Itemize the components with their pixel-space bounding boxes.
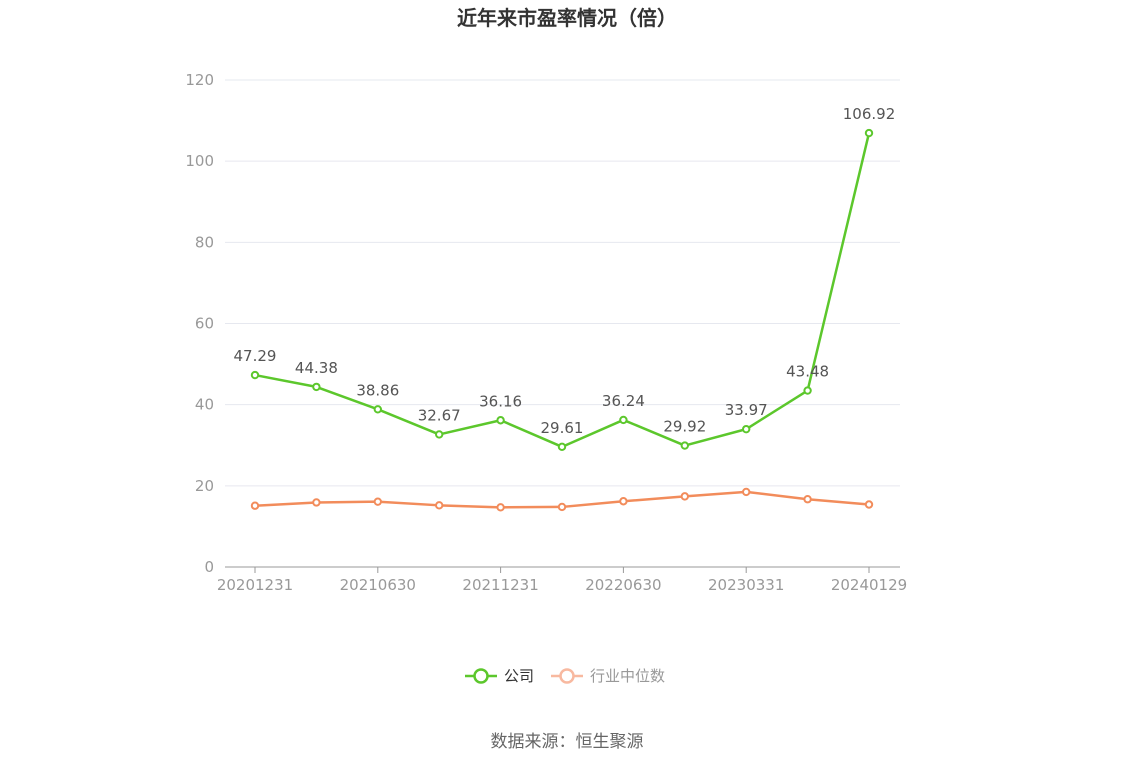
data-point <box>496 416 505 425</box>
x-axis: 20201231 20210630 20211231 20220630 20230331… <box>217 566 907 594</box>
legend-marker <box>559 668 575 684</box>
y-tick-label: 0 <box>204 558 214 576</box>
series-industry-median <box>250 487 874 512</box>
data-point <box>250 370 260 380</box>
y-tick-label: 20 <box>195 477 214 495</box>
series-line <box>254 132 871 449</box>
data-label: 106.92 <box>843 105 896 123</box>
data-label: 29.92 <box>663 418 706 436</box>
grid <box>225 79 900 487</box>
legend[interactable]: 公司 行业中位数 <box>465 667 665 685</box>
data-label: 36.24 <box>602 392 645 410</box>
data-point <box>312 382 321 392</box>
data-point <box>496 503 505 512</box>
x-tick-label: 20210630 <box>340 576 416 594</box>
data-label: 36.16 <box>479 392 522 410</box>
data-label: 33.97 <box>725 401 768 419</box>
data-point <box>742 424 751 434</box>
x-tick-label: 20211231 <box>462 576 538 594</box>
data-point <box>557 442 567 452</box>
y-axis: 0 20 40 60 80 100 120 <box>185 71 214 576</box>
data-label: 38.86 <box>356 381 399 399</box>
x-tick-label: 20201231 <box>217 576 293 594</box>
series-company: 47.29 44.38 38.86 32.67 36.16 29.61 36.24 29.92… <box>234 105 896 452</box>
data-source: 数据来源：恒生聚源 <box>491 732 644 752</box>
data-point <box>312 498 321 507</box>
data-point <box>864 500 874 509</box>
legend-label: 公司 <box>504 667 534 685</box>
y-tick-label: 40 <box>195 396 214 414</box>
data-label: 29.61 <box>541 419 584 437</box>
data-point <box>435 430 444 439</box>
data-point <box>373 497 382 506</box>
data-point <box>742 487 751 497</box>
data-label: 44.38 <box>295 359 338 377</box>
data-point <box>680 492 689 501</box>
chart-title: 近年来市盈率情况（倍） <box>457 6 677 30</box>
data-point <box>373 405 382 414</box>
y-tick-label: 80 <box>195 233 214 251</box>
data-point <box>680 441 689 450</box>
legend-item-industry-median[interactable]: 行业中位数 <box>551 667 665 685</box>
legend-item-company[interactable]: 公司 <box>465 667 534 685</box>
data-point <box>864 128 874 138</box>
data-point <box>619 497 628 506</box>
series-layer: 47.29 44.38 38.86 32.67 36.16 29.61 36.24 29.92… <box>234 105 896 512</box>
data-label: 47.29 <box>234 347 277 365</box>
x-tick-label: 20240129 <box>831 576 907 594</box>
y-tick-label: 120 <box>185 71 214 89</box>
data-point <box>619 415 628 425</box>
data-point <box>557 502 567 512</box>
data-label: 32.67 <box>418 406 461 424</box>
x-tick-label: 20220630 <box>585 576 661 594</box>
y-tick-label: 100 <box>185 152 214 170</box>
data-point <box>250 501 260 510</box>
data-point <box>435 501 444 510</box>
legend-label: 行业中位数 <box>590 667 665 685</box>
x-tick-label: 20230331 <box>708 576 784 594</box>
data-point <box>803 495 812 504</box>
data-point <box>803 386 812 395</box>
y-tick-label: 60 <box>195 315 214 333</box>
data-label: 43.48 <box>786 363 829 381</box>
legend-marker <box>473 668 489 684</box>
